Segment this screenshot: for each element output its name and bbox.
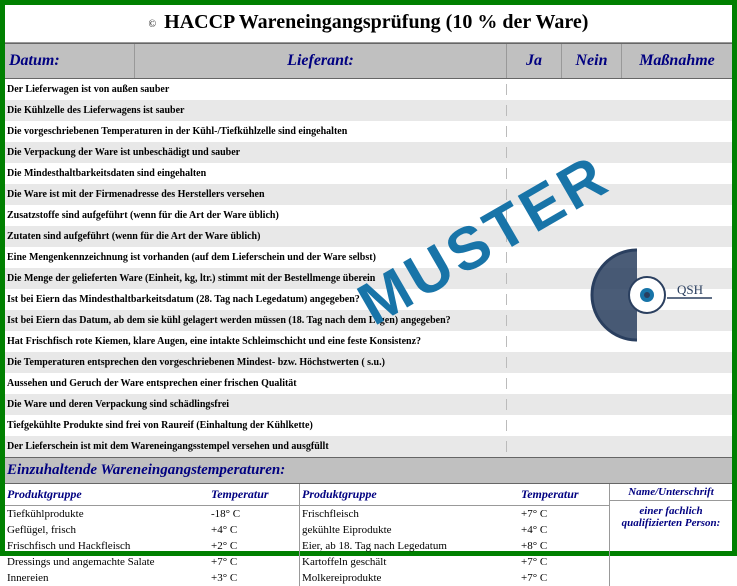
checklist-question: Der Lieferschein ist mit dem Wareneingan… <box>5 441 507 452</box>
temperatur-value: +7° C <box>209 556 299 568</box>
checklist-row: Der Lieferschein ist mit dem Wareneingan… <box>5 436 732 457</box>
temperatur-value: +3° C <box>209 572 299 584</box>
produktgruppe-value: gekühlte Eiprodukte <box>300 524 519 536</box>
checklist-question: Die Mindesthaltbarkeitsdaten sind eingeh… <box>5 168 507 179</box>
produktgruppe-value: Frischfisch und Hackfleisch <box>5 540 209 552</box>
checklist-question: Aussehen und Geruch der Ware entsprechen… <box>5 378 507 389</box>
temperature-right-header: Produktgruppe Temperatur <box>300 484 609 506</box>
produktgruppe-value: Tiefkühlprodukte <box>5 508 209 520</box>
produktgruppe-value: Geflügel, frisch <box>5 524 209 536</box>
header-lieferant: Lieferant: <box>135 44 507 78</box>
temperatur-value: -18° C <box>209 508 299 520</box>
signature-label: Name/Unterschrift <box>610 486 732 501</box>
checklist-row: Die Verpackung der Ware ist unbeschädigt… <box>5 142 732 163</box>
col-produktgruppe-right: Produktgruppe <box>300 484 519 505</box>
header-datum: Datum: <box>5 44 135 78</box>
temperatur-value: +7° C <box>519 508 609 520</box>
checklist-question: Eine Mengenkennzeichnung ist vorhanden (… <box>5 252 507 263</box>
temperature-row: Molkereiprodukte+7° C <box>300 570 609 586</box>
temperature-row: Dressings und angemachte Salate+7° C <box>5 554 299 570</box>
temperatur-value: +7° C <box>519 556 609 568</box>
checklist-question: Die Temperaturen entsprechen den vorgesc… <box>5 357 507 368</box>
temperature-right-column: Produktgruppe Temperatur Frischfleisch+7… <box>300 484 610 586</box>
temperature-row: Tiefkühlprodukte-18° C <box>5 506 299 522</box>
signature-area: Name/Unterschrift einer fachlich qualifi… <box>610 484 732 586</box>
temperature-row: Geflügel, frisch+4° C <box>5 522 299 538</box>
checklist-question: Die Menge der gelieferten Ware (Einheit,… <box>5 273 507 284</box>
temperatur-value: +7° C <box>519 572 609 584</box>
temperature-section: Produktgruppe Temperatur Tiefkühlprodukt… <box>5 484 732 586</box>
header-ja: Ja <box>507 44 562 78</box>
temperature-left-column: Produktgruppe Temperatur Tiefkühlprodukt… <box>5 484 300 586</box>
checklist-question: Ist bei Eiern das Datum, ab dem sie kühl… <box>5 315 507 326</box>
temperatur-value: +4° C <box>209 524 299 536</box>
checklist-row: Die Temperaturen entsprechen den vorgesc… <box>5 352 732 373</box>
checklist-question: Hat Frischfisch rote Kiemen, klare Augen… <box>5 336 507 347</box>
checklist-row: Aussehen und Geruch der Ware entsprechen… <box>5 373 732 394</box>
temperatur-value: +8° C <box>519 540 609 552</box>
produktgruppe-value: Frischfleisch <box>300 508 519 520</box>
checklist-question: Tiefgekühlte Produkte sind frei von Raur… <box>5 420 507 431</box>
checklist-question: Die Ware und deren Verpackung sind schäd… <box>5 399 507 410</box>
temperature-heading: Einzuhaltende Wareneingangstemperaturen: <box>5 457 732 484</box>
checklist-row: Tiefgekühlte Produkte sind frei von Raur… <box>5 415 732 436</box>
temperature-row: Eier, ab 18. Tag nach Legedatum+8° C <box>300 538 609 554</box>
checklist-row: Die vorgeschriebenen Temperaturen in der… <box>5 121 732 142</box>
temperature-row: Frischfisch und Hackfleisch+2° C <box>5 538 299 554</box>
checklist-question: Die vorgeschriebenen Temperaturen in der… <box>5 126 507 137</box>
checklist-row: Die Menge der gelieferten Ware (Einheit,… <box>5 268 732 289</box>
header-row: Datum: Lieferant: Ja Nein Maßnahme <box>5 43 732 79</box>
checklist-row: Der Lieferwagen ist von außen sauber <box>5 79 732 100</box>
temperatur-value: +4° C <box>519 524 609 536</box>
temperature-row: Frischfleisch+7° C <box>300 506 609 522</box>
checklist-row: Die Ware ist mit der Firmenadresse des H… <box>5 184 732 205</box>
checklist-row: Ist bei Eiern das Datum, ab dem sie kühl… <box>5 310 732 331</box>
produktgruppe-value: Eier, ab 18. Tag nach Legedatum <box>300 540 519 552</box>
header-nein: Nein <box>562 44 622 78</box>
checklist-row: Zusatzstoffe sind aufgeführt (wenn für d… <box>5 205 732 226</box>
header-massnahme: Maßnahme <box>622 44 732 78</box>
temperature-row: Kartoffeln geschält+7° C <box>300 554 609 570</box>
checklist-question: Ist bei Eiern das Mindesthaltbarkeitsdat… <box>5 294 507 305</box>
checklist-row: Hat Frischfisch rote Kiemen, klare Augen… <box>5 331 732 352</box>
checklist-question: Zusatzstoffe sind aufgeführt (wenn für d… <box>5 210 507 221</box>
produktgruppe-value: Molkereiprodukte <box>300 572 519 584</box>
page-title: HACCP Wareneingangsprüfung (10 % der War… <box>164 11 588 33</box>
checklist-question: Die Kühlzelle des Lieferwagens ist saube… <box>5 105 507 116</box>
checklist-row: Die Ware und deren Verpackung sind schäd… <box>5 394 732 415</box>
temperatur-value: +2° C <box>209 540 299 552</box>
temperature-row: gekühlte Eiprodukte+4° C <box>300 522 609 538</box>
produktgruppe-value: Innereien <box>5 572 209 584</box>
checklist-row: Die Kühlzelle des Lieferwagens ist saube… <box>5 100 732 121</box>
checklist: Der Lieferwagen ist von außen sauber Die … <box>5 79 732 457</box>
signature-sublabel: einer fachlich qualifizierten Person: <box>610 501 732 529</box>
checklist-row: Ist bei Eiern das Mindesthaltbarkeitsdat… <box>5 289 732 310</box>
col-temperatur-left: Temperatur <box>209 484 299 505</box>
temperature-left-header: Produktgruppe Temperatur <box>5 484 299 506</box>
checklist-row: Die Mindesthaltbarkeitsdaten sind eingeh… <box>5 163 732 184</box>
temperature-row: Innereien+3° C <box>5 570 299 586</box>
produktgruppe-value: Kartoffeln geschält <box>300 556 519 568</box>
checklist-row: Zutaten sind aufgeführt (wenn für die Ar… <box>5 226 732 247</box>
checklist-question: Die Ware ist mit der Firmenadresse des H… <box>5 189 507 200</box>
checklist-row: Eine Mengenkennzeichnung ist vorhanden (… <box>5 247 732 268</box>
checklist-question: Der Lieferwagen ist von außen sauber <box>5 84 507 95</box>
col-produktgruppe-left: Produktgruppe <box>5 484 209 505</box>
produktgruppe-value: Dressings und angemachte Salate <box>5 556 209 568</box>
col-temperatur-right: Temperatur <box>519 484 609 505</box>
checklist-question: Zutaten sind aufgeführt (wenn für die Ar… <box>5 231 507 242</box>
title-bar: © HACCP Wareneingangsprüfung (10 % der W… <box>5 5 732 43</box>
checklist-question: Die Verpackung der Ware ist unbeschädigt… <box>5 147 507 158</box>
copyright-symbol: © <box>149 19 157 30</box>
